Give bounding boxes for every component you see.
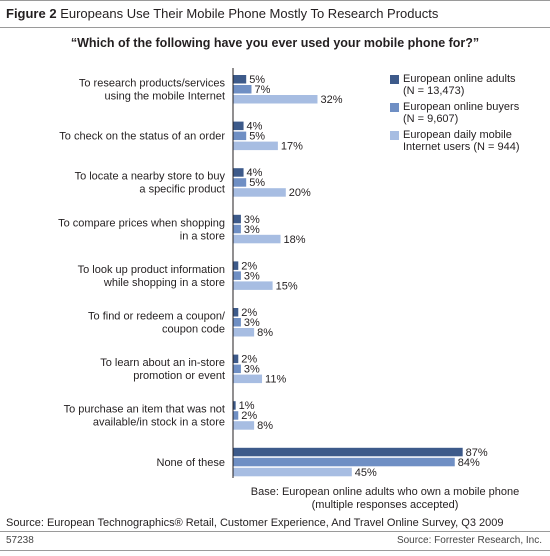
data-label: 5% (249, 74, 265, 86)
category-label: To look up product information (78, 264, 225, 276)
data-label: 7% (254, 84, 270, 96)
data-label: 18% (284, 234, 306, 246)
data-label: 8% (257, 327, 273, 339)
legend-item-daily-mobile-users: European daily mobile Internet users (N … (390, 129, 546, 153)
data-label: 45% (355, 467, 377, 479)
data-label: 15% (276, 280, 298, 292)
bar (233, 271, 241, 280)
bar (233, 85, 252, 94)
bar (233, 168, 244, 177)
data-label: 20% (289, 187, 311, 199)
legend-swatch (390, 131, 399, 140)
legend-swatch (390, 103, 399, 112)
bar (233, 457, 455, 467)
category-label: coupon code (162, 324, 225, 336)
data-label: 17% (281, 141, 303, 153)
data-label: 2% (241, 260, 257, 272)
bar (233, 374, 263, 384)
legend-n: (N = 9,607) (403, 113, 459, 125)
data-label: 3% (244, 270, 260, 282)
bar (233, 401, 236, 410)
data-label: 3% (244, 317, 260, 329)
data-label: 4% (247, 121, 263, 133)
data-label: 2% (241, 410, 257, 422)
category-label: To compare prices when shopping (58, 217, 225, 229)
data-label: 4% (247, 167, 263, 179)
data-label: 87% (466, 447, 488, 459)
bar (233, 421, 255, 430)
bar (233, 447, 463, 457)
bar (233, 467, 352, 477)
base-note: Base: European online adults who own a m… (235, 486, 535, 512)
bar (233, 121, 244, 131)
bar (233, 411, 239, 420)
category-label: a specific product (139, 184, 225, 196)
footer-source: Source: Forrester Research, Inc. (396, 535, 542, 546)
data-label: 2% (241, 354, 257, 366)
legend-swatch (390, 75, 399, 84)
bar (233, 328, 255, 337)
figure-label: Figure 2 (6, 6, 57, 21)
bar (233, 75, 247, 84)
bar (233, 364, 241, 374)
bar (233, 308, 239, 317)
bar (233, 178, 247, 187)
figure-footer: 57238 Source: Forrester Research, Inc. (0, 531, 550, 551)
data-label: 8% (257, 420, 273, 432)
chart-legend: European online adults (N = 13,473) Euro… (390, 73, 546, 157)
data-label: 11% (265, 374, 286, 386)
legend-item-online-adults: European online adults (N = 13,473) (390, 73, 546, 97)
legend-label: European online adults (403, 73, 516, 85)
category-label: None of these (157, 457, 226, 469)
chart-title: “Which of the following have you ever us… (70, 36, 480, 50)
survey-source: Source: European Technographics® Retail,… (6, 517, 504, 529)
category-label: To learn about an in-store (100, 357, 225, 369)
legend-item-online-buyers: European online buyers (N = 9,607) (390, 101, 546, 125)
bar (233, 131, 247, 141)
category-label: using the mobile Internet (105, 91, 225, 103)
data-label: 5% (249, 131, 265, 143)
category-label: available/in stock in a store (93, 417, 225, 429)
category-label: To purchase an item that was not (64, 404, 225, 416)
bar (233, 261, 239, 270)
category-label: To research products/services (79, 78, 226, 90)
data-label: 1% (239, 400, 255, 412)
category-label: To find or redeem a coupon/ (88, 311, 226, 323)
data-label: 3% (244, 364, 260, 376)
bar (233, 234, 281, 244)
data-label: 3% (244, 224, 260, 236)
legend-label: European online buyers (403, 101, 520, 113)
figure-title: Figure 2 Europeans Use Their Mobile Phon… (6, 6, 438, 21)
data-label: 84% (458, 457, 480, 469)
data-label: 2% (241, 307, 257, 319)
bar (233, 214, 241, 224)
data-label: 32% (320, 94, 342, 106)
bar (233, 354, 239, 364)
category-label: promotion or event (133, 370, 225, 382)
bar (233, 95, 318, 104)
data-label: 3% (244, 214, 260, 226)
bar (233, 141, 278, 151)
bar (233, 188, 286, 197)
legend-n: (N = 13,473) (403, 85, 465, 97)
legend-label: European daily mobile Internet users (403, 129, 512, 153)
category-label: in a store (180, 230, 225, 242)
data-label: 5% (249, 177, 265, 189)
figure-header: Figure 2 Europeans Use Their Mobile Phon… (0, 0, 550, 28)
legend-n: (N = 944) (473, 141, 520, 153)
bar (233, 281, 273, 290)
bar (233, 318, 241, 327)
base-note-line2: (multiple responses accepted) (311, 499, 459, 511)
category-label: To check on the status of an order (59, 131, 225, 143)
category-label: while shopping in a store (103, 277, 225, 289)
figure-title-text: Europeans Use Their Mobile Phone Mostly … (60, 6, 439, 21)
figure-id: 57238 (6, 535, 34, 546)
base-note-line1: Base: European online adults who own a m… (250, 486, 520, 498)
bar (233, 224, 241, 234)
category-label: To locate a nearby store to buy (75, 171, 226, 183)
